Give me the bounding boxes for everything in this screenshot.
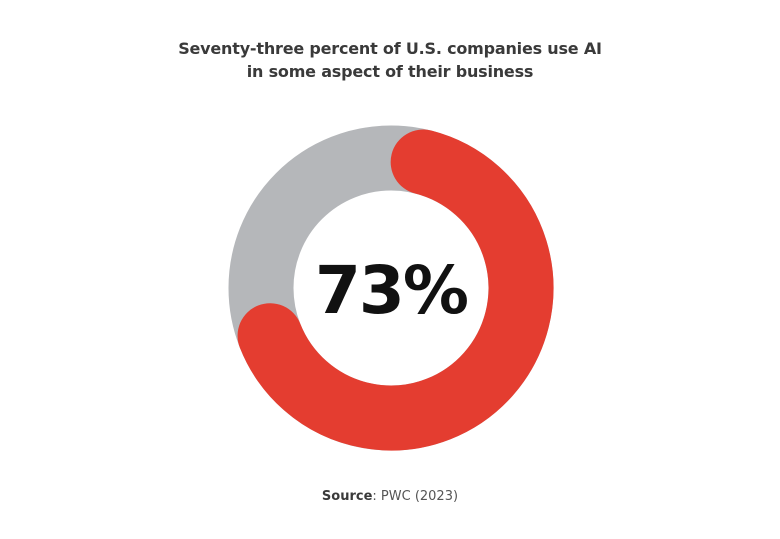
slice-value bbox=[237, 129, 554, 451]
chart-title: Seventy-three percent of U.S. companies … bbox=[0, 37, 780, 83]
source-text: : PWC (2023) bbox=[372, 489, 459, 504]
title-line-1: Seventy-three percent of U.S. companies … bbox=[178, 39, 602, 58]
source-label: Source bbox=[321, 489, 373, 504]
title-line-2: in some aspect of their business bbox=[246, 62, 534, 81]
center-label: 73% bbox=[315, 252, 468, 329]
source-note: Source: PWC (2023) bbox=[0, 489, 780, 504]
